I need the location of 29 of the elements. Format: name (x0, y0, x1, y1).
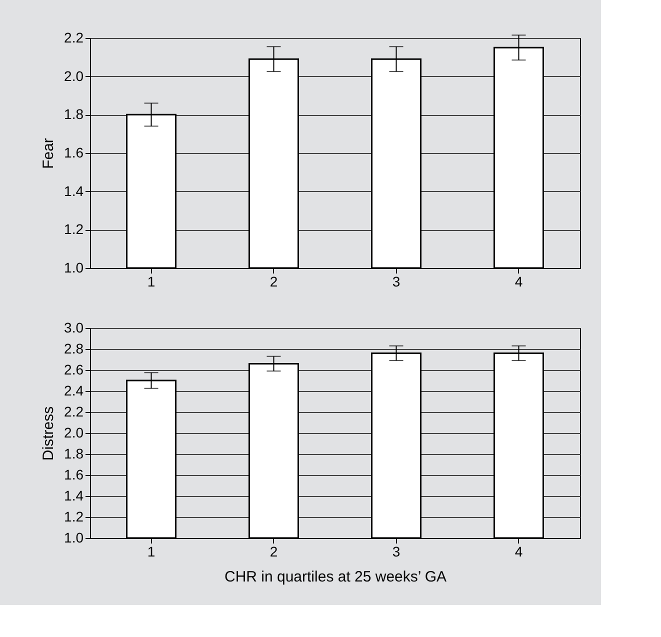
y-tick-label: 3.0 (64, 320, 84, 336)
y-tick-label: 2.2 (64, 404, 84, 420)
y-tick-label: 1.2 (64, 221, 84, 238)
x-tick-label: 4 (514, 544, 523, 560)
x-tick-label: 2 (270, 544, 278, 560)
y-tick-label: 2.0 (64, 68, 84, 84)
y-tick-label: 1.8 (64, 106, 84, 122)
y-axis-title: Fear (40, 138, 58, 169)
y-tick-label: 2.6 (64, 362, 84, 378)
x-tick-label: 1 (147, 544, 156, 560)
y-tick-label: 2.8 (64, 340, 84, 356)
y-axis-title: Distress (40, 406, 58, 461)
y-tick-label: 1.0 (64, 260, 84, 276)
y-tick-label: 1.4 (64, 182, 84, 199)
y-tick-label: 1.0 (64, 530, 84, 546)
y-tick-label: 2.0 (64, 424, 84, 440)
y-tick-label: 1.8 (64, 446, 84, 462)
y-tick-label: 1.2 (64, 508, 84, 524)
y-tick-label: 1.4 (64, 488, 84, 504)
y-tick-label: 2.2 (64, 30, 84, 46)
x-tick-label: 3 (392, 544, 400, 560)
y-tick-label: 2.4 (64, 382, 84, 398)
y-tick-label: 1.6 (64, 466, 84, 482)
x-tick-label: 2 (270, 274, 278, 290)
x-axis-title: CHR in quartiles at 25 weeks’ GA (224, 568, 447, 586)
x-tick-label: 1 (147, 274, 156, 290)
y-tick-label: 1.6 (64, 144, 84, 160)
x-tick-label: 4 (514, 274, 523, 290)
x-tick-label: 3 (392, 274, 400, 290)
